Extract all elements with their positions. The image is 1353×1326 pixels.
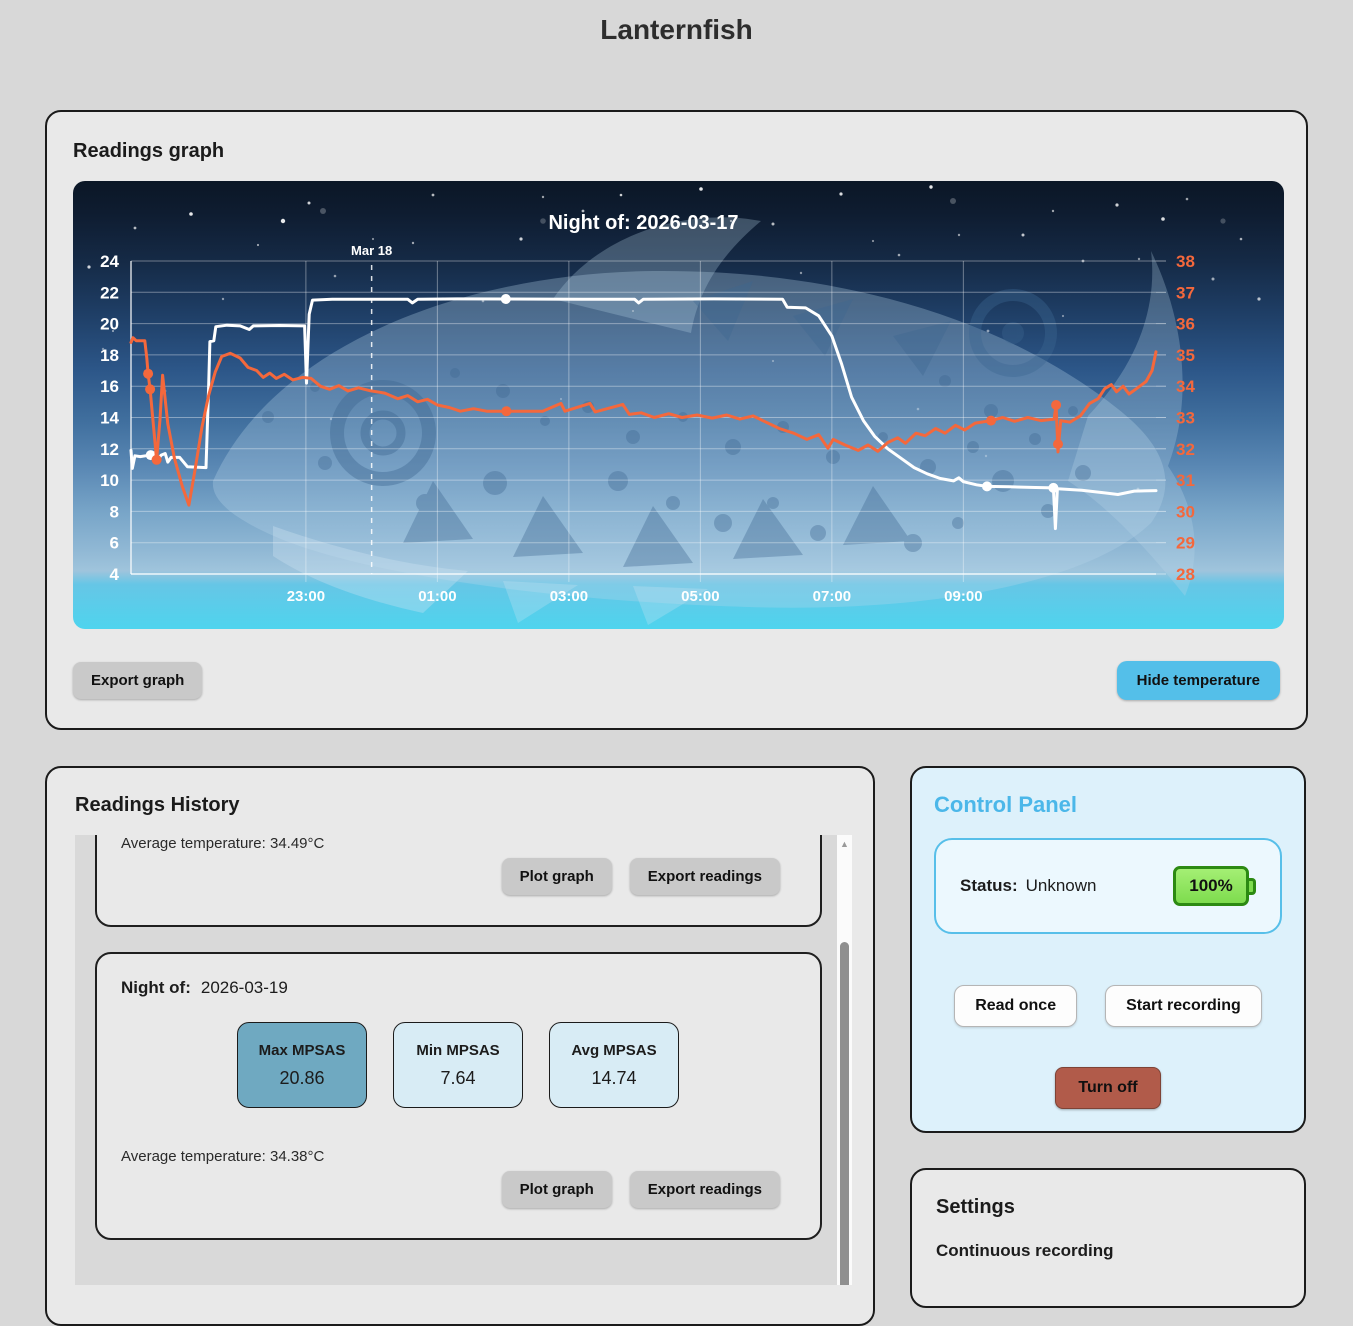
readings-history-panel: Readings History Average temperature: 34… (45, 766, 875, 1326)
svg-text:Night of: 2026-03-17: Night of: 2026-03-17 (548, 212, 738, 234)
history-card: Night of: 2026-03-19 Max MPSAS 20.86 Min … (95, 952, 822, 1240)
svg-text:20: 20 (100, 315, 119, 334)
stat-value: 7.64 (440, 1067, 476, 1088)
stat-label: Max MPSAS (258, 1041, 346, 1059)
readings-graph-panel: Readings graph (45, 110, 1308, 730)
readings-chart: 24 22 20 18 16 14 12 10 8 6 4 38 37 36 35 34 33 32 31 30 29 2… (87, 185, 1261, 625)
svg-text:33: 33 (1176, 409, 1195, 428)
stat-label: Avg MPSAS (571, 1041, 657, 1059)
stat-box-min-mpsas[interactable]: Min MPSAS 7.64 (393, 1022, 523, 1108)
history-card: Average temperature: 34.49°C Plot graph … (95, 835, 822, 927)
svg-text:14: 14 (100, 409, 119, 428)
status-label: Status: (960, 876, 1018, 895)
fish-watermark-icon (212, 217, 1195, 625)
stat-value: 14.74 (591, 1067, 637, 1088)
svg-text:4: 4 (110, 565, 120, 584)
start-recording-button[interactable]: Start recording (1105, 985, 1262, 1027)
page-title: Lanternfish (600, 14, 753, 45)
status-value: Unknown (1025, 876, 1097, 895)
svg-text:37: 37 (1176, 283, 1195, 302)
svg-text:Mar 18: Mar 18 (351, 243, 392, 258)
control-panel-heading: Control Panel (934, 792, 1078, 817)
svg-text:16: 16 (100, 377, 119, 396)
settings-panel: Settings Continuous recording (910, 1168, 1306, 1308)
turn-off-button[interactable]: Turn off (1055, 1067, 1161, 1109)
continuous-recording-label: Continuous recording (936, 1241, 1114, 1260)
control-panel: Control Panel Status: Unknown 100% Read … (910, 766, 1306, 1133)
average-temperature-text: Average temperature: 34.38°C (121, 1148, 325, 1165)
status-box: Status: Unknown 100% (934, 838, 1282, 934)
readings-history-heading: Readings History (75, 794, 240, 816)
plot-graph-button[interactable]: Plot graph (501, 1171, 612, 1208)
svg-text:36: 36 (1176, 315, 1195, 334)
svg-text:28: 28 (1176, 565, 1195, 584)
night-of-date: 2026-03-19 (200, 978, 288, 997)
svg-text:12: 12 (100, 440, 119, 459)
svg-text:6: 6 (110, 534, 119, 553)
svg-text:23:00: 23:00 (287, 588, 325, 605)
plot-graph-button[interactable]: Plot graph (501, 858, 612, 895)
read-once-button[interactable]: Read once (954, 985, 1078, 1027)
svg-text:31: 31 (1176, 471, 1195, 490)
svg-text:10: 10 (100, 471, 119, 490)
average-temperature-text: Average temperature: 34.49°C (121, 835, 325, 852)
scrollbar-up-icon[interactable]: ▲ (840, 839, 849, 849)
battery-icon: 100% (1173, 866, 1256, 906)
svg-text:03:00: 03:00 (550, 588, 588, 605)
history-scroll-area[interactable]: Average temperature: 34.49°C Plot graph … (75, 835, 852, 1285)
hide-temperature-button[interactable]: Hide temperature (1116, 661, 1280, 700)
settings-heading: Settings (936, 1196, 1015, 1218)
stat-label: Min MPSAS (416, 1041, 500, 1059)
stat-box-max-mpsas[interactable]: Max MPSAS 20.86 (237, 1022, 367, 1108)
svg-text:38: 38 (1176, 252, 1195, 271)
export-readings-button[interactable]: Export readings (629, 858, 780, 895)
svg-text:24: 24 (100, 252, 119, 271)
stat-value: 20.86 (279, 1067, 325, 1088)
battery-percent: 100% (1173, 866, 1249, 906)
export-graph-button[interactable]: Export graph (73, 662, 203, 699)
svg-text:01:00: 01:00 (418, 588, 456, 605)
svg-text:22: 22 (100, 283, 119, 302)
svg-text:07:00: 07:00 (813, 588, 851, 605)
scrollbar-track[interactable]: ▲ (837, 835, 852, 1285)
night-of-label: Night of: (121, 978, 191, 997)
svg-text:32: 32 (1176, 440, 1195, 459)
svg-text:05:00: 05:00 (681, 588, 719, 605)
svg-text:29: 29 (1176, 534, 1195, 553)
svg-text:18: 18 (100, 346, 119, 365)
readings-graph-heading: Readings graph (73, 140, 225, 162)
stat-box-avg-mpsas[interactable]: Avg MPSAS 14.74 (549, 1022, 679, 1108)
svg-text:8: 8 (110, 502, 119, 521)
svg-text:09:00: 09:00 (944, 588, 982, 605)
export-readings-button[interactable]: Export readings (629, 1171, 780, 1208)
graph-canvas: 24 22 20 18 16 14 12 10 8 6 4 38 37 36 35 34 33 32 31 30 29 2… (73, 181, 1284, 629)
battery-tip-icon (1249, 877, 1256, 895)
scrollbar-thumb[interactable] (840, 942, 849, 1285)
svg-text:30: 30 (1176, 502, 1195, 521)
svg-text:35: 35 (1176, 346, 1195, 365)
svg-text:34: 34 (1176, 377, 1195, 396)
